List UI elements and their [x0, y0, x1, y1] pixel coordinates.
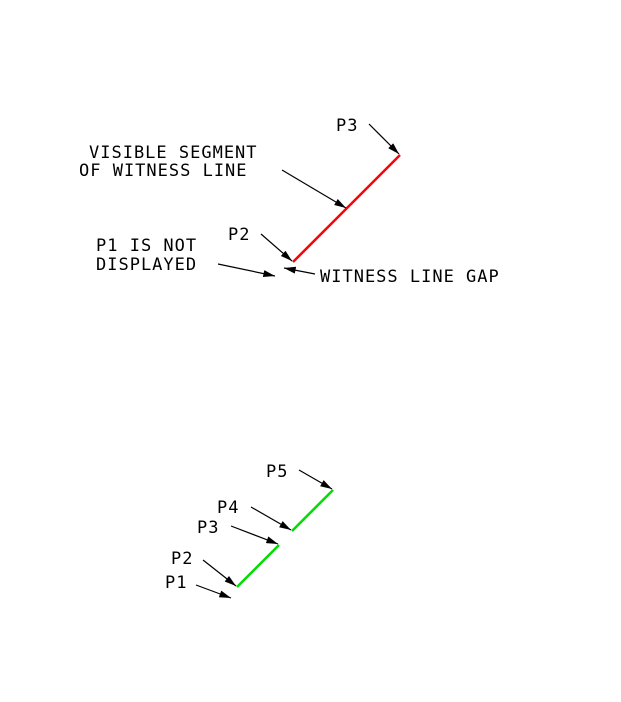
p1-not-displayed-line2: DISPLAYED — [96, 255, 197, 275]
bottom-p2-leader — [202, 559, 237, 587]
top-p3-leader — [368, 123, 400, 155]
visible-segment-label-line2: OF WITNESS LINE — [79, 161, 248, 181]
bottom-p2-label: P2 — [171, 549, 193, 569]
bottom-p3-leader — [230, 525, 279, 545]
top-p2-label: P2 — [228, 225, 250, 245]
segment-p1-p3 — [236, 544, 280, 588]
bottom-p3-label: P3 — [197, 518, 219, 538]
p1-not-displayed-line1: P1 IS NOT — [96, 236, 197, 256]
bottom-p1-leader — [195, 584, 232, 599]
p1-not-displayed-leader — [217, 263, 276, 278]
bottom-p4-label: P4 — [217, 498, 239, 518]
segment-p4-p5 — [291, 489, 334, 532]
visible-segment-label-line1: VISIBLE SEGMENT — [89, 143, 258, 163]
visible-witness-segment — [292, 154, 401, 263]
top-example: P3 VISIBLE SEGMENT OF WITNESS LINE P2 P1… — [79, 116, 500, 287]
bottom-p5-leader — [298, 469, 333, 490]
witness-line-gap-label: WITNESS LINE GAP — [320, 267, 500, 287]
bottom-p4-leader — [250, 506, 292, 531]
bottom-p1-label: P1 — [165, 573, 187, 593]
top-p2-leader — [260, 233, 293, 262]
witness-line-gap-leader — [283, 266, 316, 275]
visible-segment-leader — [281, 169, 347, 209]
top-p3-label: P3 — [336, 116, 358, 136]
bottom-example: P5 P4 P3 P2 P1 — [165, 462, 334, 599]
bottom-p5-label: P5 — [266, 462, 288, 482]
